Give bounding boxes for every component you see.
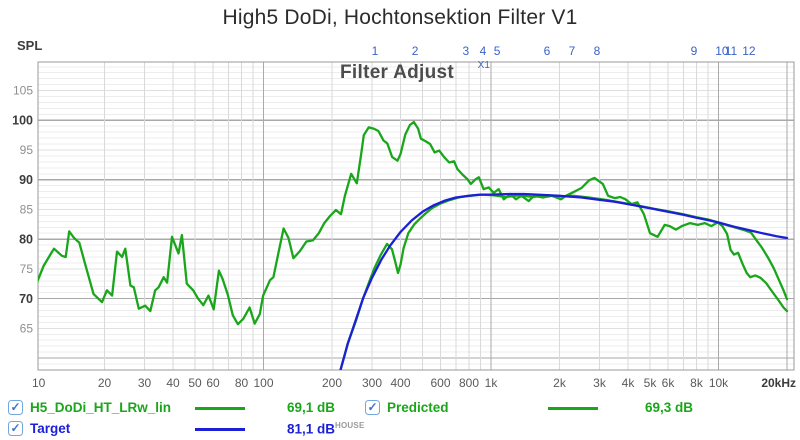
- y-tick-label: 85: [20, 203, 34, 217]
- x-tick-label: 1k: [485, 376, 499, 390]
- x-tick-label: 10: [32, 376, 46, 390]
- y-tick-label: 100: [12, 114, 33, 128]
- x-tick-label: 40: [166, 376, 180, 390]
- filter-node-marker-2[interactable]: 2: [412, 44, 419, 58]
- y-tick-label: 105: [13, 84, 33, 98]
- x-tick-label: 10k: [709, 376, 729, 390]
- measured-checkbox[interactable]: [8, 400, 23, 415]
- x-tick-label: 6k: [662, 376, 676, 390]
- x-tick-label: 5k: [644, 376, 658, 390]
- x-tick-label: 20kHz: [761, 376, 796, 390]
- x-tick-label: 300: [362, 376, 382, 390]
- filter-adjust-label: Filter Adjust: [340, 62, 455, 83]
- predicted-legend-label: Predicted: [387, 400, 449, 415]
- filter-node-marker-8[interactable]: 8: [594, 44, 601, 58]
- filter-node-marker-5[interactable]: 5: [494, 44, 501, 58]
- target-checkbox[interactable]: [8, 421, 23, 436]
- y-axis-title: SPL: [17, 38, 43, 53]
- y-tick-label: 90: [19, 173, 33, 187]
- target-line-swatch: [195, 428, 245, 431]
- x-tick-label: 50: [188, 376, 202, 390]
- filter-node-marker-7[interactable]: 7: [569, 44, 576, 58]
- x-tick-label: 100: [253, 376, 273, 390]
- plot-border: [37, 61, 795, 371]
- x-tick-label: 200: [322, 376, 342, 390]
- x-tick-label: 4k: [622, 376, 636, 390]
- chart-title: High5 DoDi, Hochtonsektion Filter V1: [222, 6, 578, 29]
- measured-line-swatch: [195, 407, 245, 410]
- filter-node-marker-11[interactable]: 11: [725, 44, 738, 58]
- measured-curve: [38, 120, 789, 326]
- x-tick-label: 800: [459, 376, 479, 390]
- x-tick-label: 8k: [690, 376, 704, 390]
- y-tick-label: 70: [19, 292, 33, 306]
- filter-node-marker-9[interactable]: 9: [691, 44, 698, 58]
- filter-node-marker-3[interactable]: 3: [463, 44, 470, 58]
- measured-level-value: 69,1 dB: [287, 400, 336, 415]
- y-tick-label: 75: [20, 262, 34, 276]
- x-tick-label: 2k: [553, 376, 567, 390]
- filter-node-marker-1[interactable]: 1: [372, 44, 379, 58]
- predicted-checkbox[interactable]: [365, 400, 380, 415]
- x-tick-label: 80: [235, 376, 249, 390]
- filter-node-marker-12[interactable]: 12: [742, 44, 756, 58]
- x1-node-label[interactable]: X1: [478, 60, 491, 71]
- y-tick-label: 95: [20, 143, 34, 157]
- y-tick-label: 65: [20, 322, 34, 336]
- target-curve: [339, 192, 789, 370]
- target-house-suffix: HOUSE: [335, 421, 365, 430]
- target-level-value: 81,1 dBHOUSE: [287, 421, 365, 437]
- measured-legend-label: H5_DoDi_HT_LRw_lin: [30, 400, 172, 415]
- x-tick-label: 600: [430, 376, 450, 390]
- filter-node-marker-4[interactable]: 4: [480, 44, 487, 58]
- y-tick-label: 80: [19, 232, 33, 246]
- filter-node-marker-6[interactable]: 6: [544, 44, 551, 58]
- x-tick-label: 20: [98, 376, 112, 390]
- x-tick-label: 60: [206, 376, 220, 390]
- predicted-line-swatch: [548, 407, 598, 410]
- x-tick-label: 30: [138, 376, 152, 390]
- x-tick-label: 3k: [593, 376, 607, 390]
- target-legend-label: Target: [30, 421, 71, 436]
- x-tick-label: 400: [390, 376, 410, 390]
- filter-node-marker-10[interactable]: 10: [715, 44, 729, 58]
- curves-group: [38, 120, 789, 370]
- predicted-level-value: 69,3 dB: [645, 400, 694, 415]
